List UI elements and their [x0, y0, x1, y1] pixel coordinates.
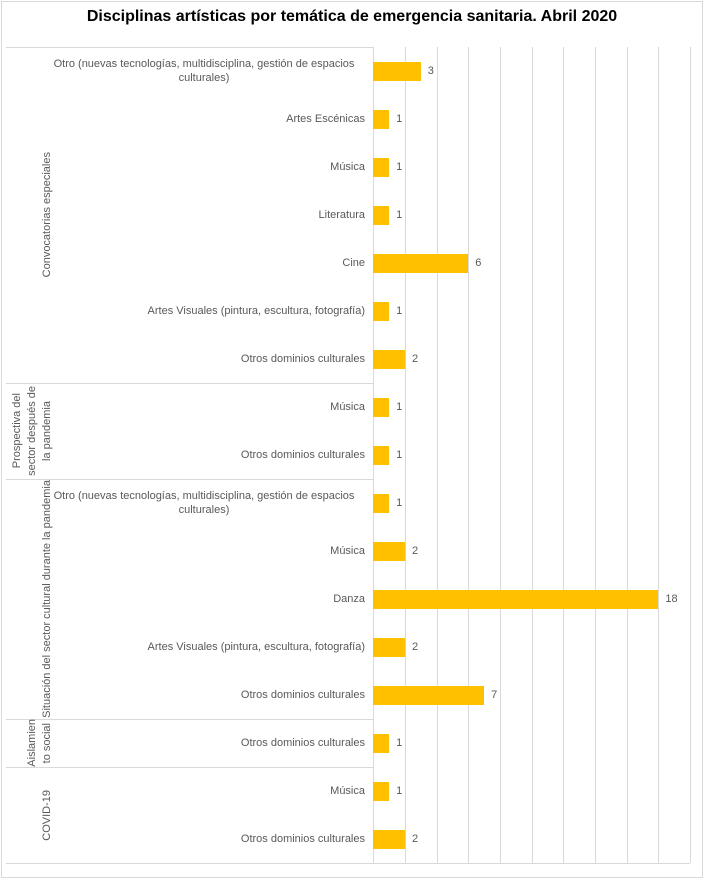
- group-label-line: Prospectiva del: [10, 393, 23, 469]
- gridline: [499, 47, 501, 863]
- chart-title: Disciplinas artísticas por temática de e…: [86, 8, 618, 25]
- bar: [373, 397, 390, 417]
- group-divider-line: [6, 719, 374, 720]
- category-label: Otros dominios culturales: [43, 335, 365, 383]
- bar: [373, 445, 390, 465]
- bar: [373, 493, 390, 513]
- group-label-line: Aislamien: [25, 719, 38, 767]
- bar: [373, 109, 390, 129]
- bar-value-label: 1: [396, 449, 403, 461]
- category-label: Literatura: [43, 191, 365, 239]
- category-label: Artes Visuales (pintura, escultura, foto…: [43, 287, 365, 335]
- gridline: [626, 47, 628, 863]
- category-label-text: Otros dominios culturales: [240, 448, 365, 461]
- category-label-text: Música: [330, 544, 365, 557]
- bar-value-label: 1: [396, 737, 403, 749]
- bar: [373, 637, 405, 657]
- bar: [373, 685, 485, 705]
- bar-value-label: 1: [396, 785, 403, 797]
- category-label: Otro (nuevas tecnologías, multidisciplin…: [43, 47, 365, 95]
- category-label: Danza: [43, 575, 365, 623]
- category-label: Música: [43, 527, 365, 575]
- bar: [373, 61, 421, 81]
- category-label-text: Otro (nuevas tecnologías, multidisciplin…: [53, 489, 355, 516]
- bar-value-label: 2: [411, 833, 419, 845]
- gridline: [563, 47, 565, 863]
- category-label-text: Otros dominios culturales: [240, 832, 365, 845]
- category-label-text: Música: [330, 784, 365, 797]
- category-label: Artes Escénicas: [43, 95, 365, 143]
- bar: [373, 733, 390, 753]
- gridline: [658, 47, 660, 863]
- bar-value-label: 3: [427, 65, 434, 77]
- category-area-top-line: [6, 47, 374, 48]
- bar-value-label: 7: [491, 689, 498, 701]
- bar-value-label: 18: [665, 593, 678, 605]
- bar: [373, 781, 390, 801]
- bar-value-label: 1: [396, 209, 403, 221]
- category-label-text: Artes Escénicas: [286, 112, 365, 125]
- gridline: [690, 47, 691, 863]
- group-divider-line: [6, 479, 374, 480]
- category-label-text: Otros dominios culturales: [240, 688, 365, 701]
- bar-value-label: 6: [475, 257, 482, 269]
- category-label: Artes Visuales (pintura, escultura, foto…: [43, 623, 365, 671]
- category-label-text: Música: [330, 160, 365, 173]
- category-label-text: Otros dominios culturales: [240, 352, 365, 365]
- bar-value-label: 1: [396, 497, 403, 509]
- group-divider-line: [6, 767, 374, 768]
- category-label: Otros dominios culturales: [43, 815, 365, 863]
- category-label-text: Otro (nuevas tecnologías, multidisciplin…: [53, 57, 355, 84]
- category-label-text: Cine: [342, 256, 365, 269]
- category-label-text: Artes Visuales (pintura, escultura, foto…: [147, 640, 365, 653]
- category-label: Otros dominios culturales: [43, 431, 365, 479]
- x-axis-line: [6, 863, 690, 864]
- gridline: [594, 47, 596, 863]
- gridline: [531, 47, 533, 863]
- category-label-text: Danza: [333, 592, 365, 605]
- group-label-line: sector después de: [25, 386, 38, 476]
- bar-value-label: 1: [396, 161, 403, 173]
- bar: [373, 829, 405, 849]
- gridline: [404, 47, 406, 863]
- category-label-text: Artes Visuales (pintura, escultura, foto…: [147, 304, 365, 317]
- category-label-text: Literatura: [318, 208, 365, 221]
- gridline: [468, 47, 470, 863]
- bar-value-label: 1: [396, 305, 403, 317]
- category-label: Otros dominios culturales: [43, 671, 365, 719]
- bar: [373, 253, 469, 273]
- bar-value-label: 1: [396, 113, 403, 125]
- bar: [373, 541, 405, 561]
- category-label: Música: [43, 383, 365, 431]
- bar-value-label: 1: [396, 401, 403, 413]
- bar: [373, 157, 390, 177]
- category-label: Otros dominios culturales: [43, 719, 365, 767]
- bar-value-label: 2: [411, 641, 419, 653]
- bar: [373, 205, 390, 225]
- category-label: Música: [43, 143, 365, 191]
- group-divider-line: [6, 383, 374, 384]
- category-label: Música: [43, 767, 365, 815]
- bar: [373, 589, 659, 609]
- category-label: Cine: [43, 239, 365, 287]
- bar-value-label: 2: [411, 353, 419, 365]
- bar: [373, 349, 405, 369]
- bar: [373, 301, 390, 321]
- bar-value-label: 2: [411, 545, 419, 557]
- category-label-text: Música: [330, 400, 365, 413]
- gridline: [436, 47, 438, 863]
- category-label: Otro (nuevas tecnologías, multidisciplin…: [43, 479, 365, 527]
- category-label-text: Otros dominios culturales: [240, 736, 365, 749]
